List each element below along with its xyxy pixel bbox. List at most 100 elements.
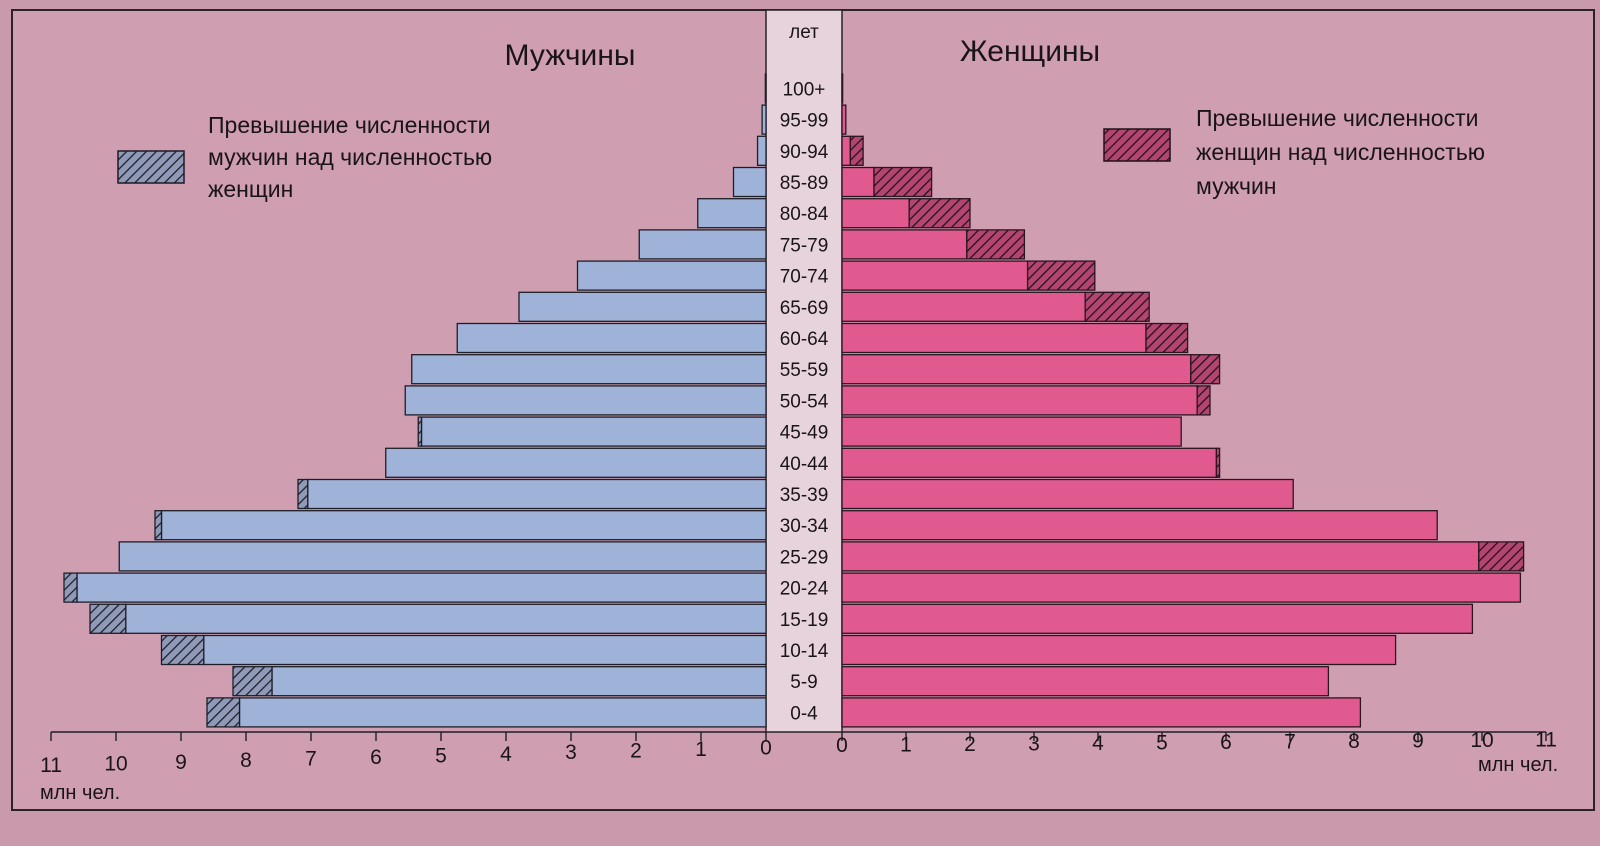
legend-female-line-3: мужчин bbox=[1196, 173, 1277, 199]
female-excess-bar-85-89 bbox=[873, 166, 933, 198]
female-tick-label-6: 6 bbox=[1220, 731, 1232, 754]
female-bar-40-44 bbox=[841, 447, 1218, 478]
male-excess-bar-10-14 bbox=[160, 634, 205, 666]
male-excess-bar-45-49 bbox=[417, 416, 423, 447]
age-label-0-4: 0-4 bbox=[790, 703, 818, 724]
age-label-40-44: 40-44 bbox=[780, 454, 829, 475]
female-bar-35-39 bbox=[841, 478, 1294, 510]
female-bar-5-9 bbox=[841, 666, 1330, 697]
female-tick-label-4: 4 bbox=[1092, 732, 1104, 755]
female-bar-70-74 bbox=[841, 260, 1029, 291]
age-column bbox=[765, 9, 843, 733]
female-excess-bar-90-94 bbox=[849, 135, 864, 166]
male-excess-bar-5-9 bbox=[232, 666, 273, 697]
axes-group: 11 10 9 8 7 6 5 4 3 2 1 0 0 1 2 3 4 5 6 7 8 9 10 11 bbox=[40, 729, 1557, 778]
legend-female-line-2: женщин над численностью bbox=[1196, 139, 1485, 165]
female-tick-label-9: 9 bbox=[1412, 730, 1424, 753]
female-excess-bar-40-44 bbox=[1215, 447, 1221, 478]
male-bar-50-54 bbox=[404, 385, 767, 416]
age-label-70-74: 70-74 bbox=[780, 267, 829, 288]
age-label-30-34: 30-34 bbox=[780, 516, 829, 537]
male-excess-bar-15-19 bbox=[89, 603, 127, 634]
male-tick-label-4: 4 bbox=[500, 743, 512, 766]
female-bar-30-34 bbox=[841, 510, 1438, 541]
female-bar-90-94 bbox=[841, 135, 851, 166]
male-bar-20-24 bbox=[76, 572, 767, 603]
age-label-45-49: 45-49 bbox=[780, 423, 829, 444]
male-tick-label-7: 7 bbox=[305, 748, 317, 771]
male-tick-label-1: 1 bbox=[695, 738, 707, 761]
age-label-85-89: 85-89 bbox=[780, 173, 829, 194]
male-bar-100plus bbox=[764, 73, 767, 104]
female-bar-80-84 bbox=[841, 198, 910, 229]
male-title: Мужчины bbox=[505, 39, 636, 72]
female-excess-bar-60-64 bbox=[1145, 322, 1189, 354]
male-bar-90-94 bbox=[756, 135, 767, 166]
male-excess-bar-35-39 bbox=[297, 478, 309, 510]
female-tick-label-10: 10 bbox=[1470, 729, 1493, 752]
legend-female-swatch bbox=[1103, 128, 1171, 162]
male-bar-65-69 bbox=[518, 291, 767, 322]
age-label-95-99: 95-99 bbox=[780, 111, 829, 132]
female-bar-100plus bbox=[841, 73, 844, 104]
male-excess-bar-0-4 bbox=[206, 697, 241, 728]
legend-male-line-2: мужчин над численностью bbox=[208, 144, 492, 170]
female-excess-bar-25-29 bbox=[1478, 541, 1525, 572]
female-bar-95-99 bbox=[841, 104, 847, 135]
male-bar-85-89 bbox=[732, 166, 767, 198]
female-tick-label-1: 1 bbox=[900, 734, 912, 757]
male-bar-30-34 bbox=[160, 510, 767, 541]
male-bar-5-9 bbox=[271, 666, 767, 697]
female-bar-55-59 bbox=[841, 354, 1192, 385]
legend-male-swatch bbox=[117, 150, 185, 184]
male-tick-label-8: 8 bbox=[240, 749, 252, 772]
age-label-20-24: 20-24 bbox=[780, 579, 829, 600]
female-bar-85-89 bbox=[841, 166, 875, 198]
age-label-80-84: 80-84 bbox=[780, 204, 829, 225]
female-bar-25-29 bbox=[841, 541, 1480, 572]
male-tick-label-9: 9 bbox=[175, 751, 187, 774]
male-tick-label-3: 3 bbox=[565, 741, 577, 764]
male-tick-label-6: 6 bbox=[370, 746, 382, 769]
female-bar-45-49 bbox=[841, 416, 1182, 447]
age-label-10-14: 10-14 bbox=[780, 641, 829, 662]
male-bar-25-29 bbox=[118, 541, 767, 572]
age-axis-label: лет bbox=[789, 22, 819, 43]
male-bar-35-39 bbox=[307, 478, 767, 510]
female-tick-label-3: 3 bbox=[1028, 733, 1040, 756]
female-tick-label-8: 8 bbox=[1348, 730, 1360, 753]
unit-label-right: млн чел. bbox=[1478, 754, 1558, 776]
female-title: Женщины bbox=[960, 35, 1100, 68]
male-bar-60-64 bbox=[456, 322, 767, 354]
age-label-35-39: 35-39 bbox=[780, 485, 829, 506]
male-tick-label-2: 2 bbox=[630, 740, 642, 763]
male-tick-label-0: 0 bbox=[760, 736, 772, 759]
age-label-75-79: 75-79 bbox=[780, 235, 829, 256]
male-bar-40-44 bbox=[385, 447, 767, 478]
male-tick-label-11: 11 bbox=[40, 754, 62, 777]
female-tick-label-2: 2 bbox=[964, 733, 976, 756]
male-excess-bar-20-24 bbox=[63, 572, 78, 603]
female-tick-label-5: 5 bbox=[1156, 732, 1168, 755]
female-bar-15-19 bbox=[841, 603, 1474, 634]
bars-group: 0-4 5-9 10-14 15-19 20-24 25-29 30-34 35-39 40-4… bbox=[63, 73, 1525, 728]
age-label-65-69: 65-69 bbox=[780, 298, 829, 319]
female-bar-60-64 bbox=[841, 322, 1147, 354]
male-bar-95-99 bbox=[761, 104, 767, 135]
age-label-25-29: 25-29 bbox=[780, 547, 829, 568]
female-excess-bar-65-69 bbox=[1084, 291, 1150, 322]
male-bar-55-59 bbox=[411, 354, 767, 385]
male-tick-label-10: 10 bbox=[104, 752, 127, 775]
age-label-5-9: 5-9 bbox=[790, 672, 817, 693]
female-excess-bar-80-84 bbox=[908, 198, 971, 229]
female-bar-10-14 bbox=[841, 634, 1397, 666]
age-label-60-64: 60-64 bbox=[780, 329, 829, 350]
female-tick-label-11: 11 bbox=[1535, 729, 1557, 752]
legend-male-line-3: женщин bbox=[208, 176, 293, 202]
female-excess-bar-50-54 bbox=[1196, 385, 1211, 416]
age-label-55-59: 55-59 bbox=[780, 360, 829, 381]
female-bar-50-54 bbox=[841, 385, 1198, 416]
male-bar-10-14 bbox=[203, 634, 767, 666]
